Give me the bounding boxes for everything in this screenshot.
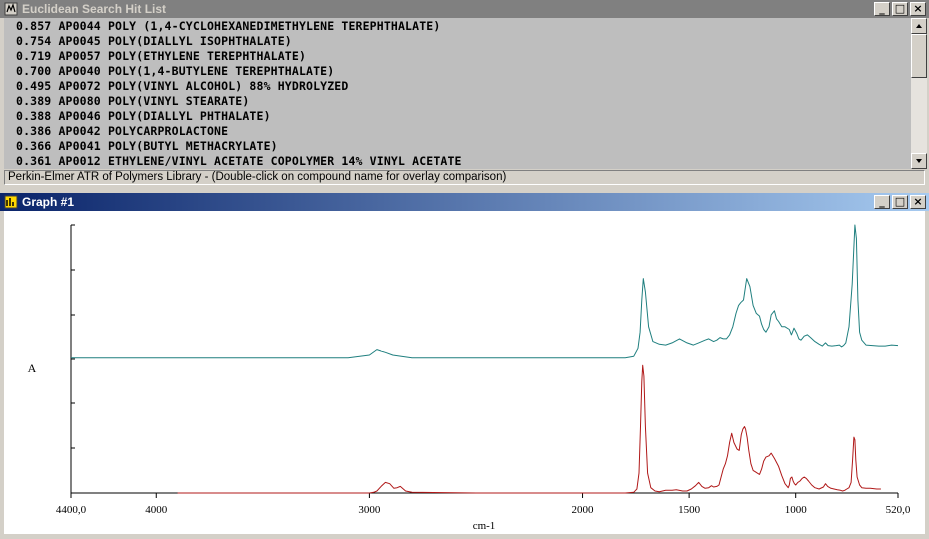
x-tick-label: 4400,0 — [56, 504, 87, 516]
hit-row[interactable]: 0.361 AP0012 ETHYLENE/VINYL ACETATE COPO… — [16, 154, 462, 168]
x-tick-label: 1500 — [678, 504, 701, 516]
scroll-up-button[interactable] — [911, 18, 927, 34]
arrow-down-icon — [916, 159, 922, 163]
x-tick-label: 3000 — [358, 504, 381, 516]
scroll-down-button[interactable] — [911, 153, 927, 169]
close-button[interactable]: × — [910, 2, 926, 16]
hit-row[interactable]: 0.366 AP0041 POLY(BUTYL METHACRYLATE) — [16, 139, 278, 153]
graph-minimize-button[interactable]: _ — [874, 195, 890, 209]
graph-icon — [4, 195, 18, 209]
vertical-scrollbar[interactable] — [911, 18, 927, 169]
hit-row[interactable]: 0.386 AP0042 POLYCARPROLACTONE — [16, 124, 229, 138]
maximize-button[interactable]: □ — [892, 2, 908, 16]
minimize-button[interactable]: _ — [874, 2, 890, 16]
app-icon — [4, 2, 18, 16]
hit-row[interactable]: 0.388 AP0046 POLY(DIALLYL PHTHALATE) — [16, 109, 271, 123]
hit-row[interactable]: 0.389 AP0080 POLY(VINYL STEARATE) — [16, 94, 250, 108]
x-tick-label: 4000 — [145, 504, 168, 516]
y-axis-label: A — [28, 361, 37, 375]
hitlist-title: Euclidean Search Hit List — [22, 2, 167, 16]
spectrum-chart[interactable]: A 4400,0 4000 3000 2000 1500 1000 520,0 cm-1 — [4, 211, 925, 534]
scroll-thumb[interactable] — [911, 34, 927, 78]
x-axis-label: cm-1 — [473, 520, 496, 532]
x-tick-label: 1000 — [785, 504, 808, 516]
x-tick-label: 520,0 — [886, 504, 911, 516]
graph-close-button[interactable]: × — [910, 195, 926, 209]
arrow-up-icon — [916, 24, 922, 28]
series-line-1 — [71, 224, 899, 359]
graph-title: Graph #1 — [22, 195, 75, 209]
plot-area[interactable]: A 4400,0 4000 3000 2000 1500 1000 520,0 cm-1 — [4, 211, 925, 534]
hit-row[interactable]: 0.719 AP0057 POLY(ETHYLENE TEREPHTHALATE… — [16, 49, 307, 63]
hit-row[interactable]: 0.754 AP0045 POLY(DIALLYL ISOPHTHALATE) — [16, 34, 292, 48]
series-line-2 — [177, 364, 881, 494]
hit-row[interactable]: 0.857 AP0044 POLY (1,4-CYCLOHEXANEDIMETH… — [16, 19, 441, 33]
graph-maximize-button[interactable]: □ — [892, 195, 908, 209]
x-tick-label: 2000 — [572, 504, 595, 516]
graph-titlebar[interactable]: Graph #1 _ □ × — [0, 193, 929, 211]
hit-row[interactable]: 0.495 AP0072 POLY(VINYL ALCOHOL) 88% HYD… — [16, 79, 349, 93]
status-bar: Perkin-Elmer ATR of Polymers Library - (… — [4, 170, 925, 185]
hit-list[interactable]: 0.857 AP0044 POLY (1,4-CYCLOHEXANEDIMETH… — [4, 18, 911, 169]
hit-row[interactable]: 0.700 AP0040 POLY(1,4-BUTYLENE TEREPHTHA… — [16, 64, 335, 78]
hitlist-titlebar[interactable]: Euclidean Search Hit List _ □ × — [0, 0, 929, 18]
